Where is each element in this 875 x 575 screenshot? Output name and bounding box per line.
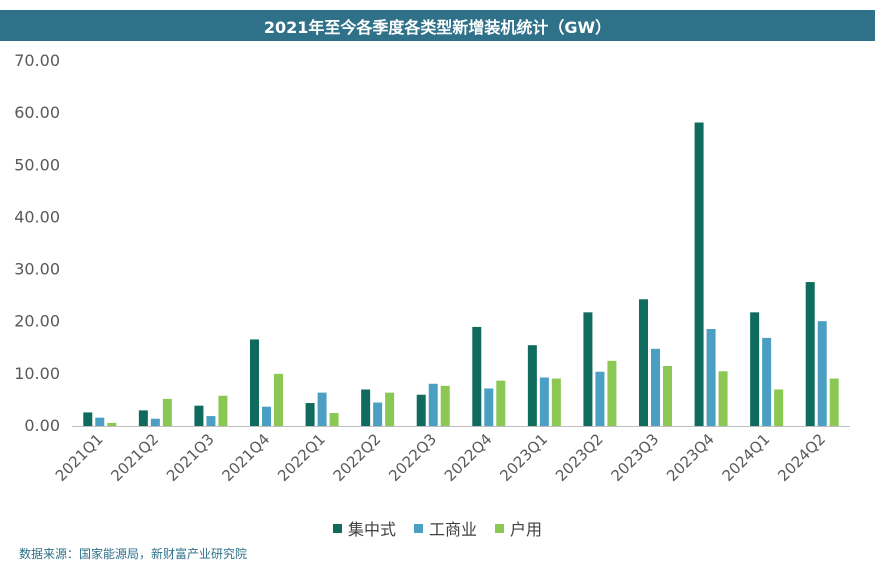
bar	[595, 371, 605, 426]
legend-item-centralized: 集中式	[332, 516, 396, 540]
source-note: 数据来源：国家能源局，新财富产业研究院	[19, 547, 248, 561]
bar	[750, 312, 760, 426]
y-tick-label: 50.00	[14, 155, 60, 174]
legend-label-centralized: 集中式	[347, 520, 396, 539]
bar	[107, 422, 117, 426]
bar	[718, 371, 728, 426]
y-tick-label: 10.00	[14, 364, 60, 383]
x-tick-label: 2022Q2	[330, 430, 385, 485]
bar	[805, 282, 815, 426]
legend: 集中式 工商业 户用	[0, 516, 875, 540]
bar	[583, 312, 593, 426]
x-tick-label: 2022Q4	[441, 430, 496, 485]
bar	[539, 377, 549, 426]
bar	[484, 388, 494, 426]
x-tick-label: 2024Q2	[774, 430, 829, 485]
legend-swatch-residential	[495, 523, 504, 533]
bar	[639, 299, 648, 426]
bar	[83, 412, 93, 426]
bar	[250, 339, 259, 426]
bar	[218, 395, 228, 426]
x-tick-label: 2023Q3	[608, 430, 663, 485]
x-tick-label: 2021Q2	[107, 430, 162, 485]
bar	[274, 373, 283, 426]
bar	[95, 417, 105, 426]
x-tick-label: 2022Q3	[385, 430, 440, 485]
x-tick-label: 2023Q4	[663, 430, 718, 485]
legend-label-commercial: 工商业	[428, 520, 477, 539]
bar	[694, 122, 704, 427]
bar	[361, 389, 371, 426]
x-tick-label: 2022Q1	[274, 430, 329, 485]
bar	[317, 392, 327, 426]
bar	[329, 412, 339, 426]
bar	[607, 360, 617, 426]
bar	[162, 398, 172, 426]
bar	[440, 385, 450, 426]
legend-item-commercial: 工商业	[413, 516, 477, 540]
bar	[706, 329, 716, 426]
y-tick-label: 0.00	[24, 416, 60, 435]
bar	[774, 389, 784, 426]
bar	[527, 345, 537, 426]
y-tick-label: 20.00	[14, 312, 60, 331]
bar	[663, 366, 672, 426]
bar	[385, 392, 395, 426]
legend-swatch-commercial	[413, 523, 423, 533]
bar	[651, 348, 660, 426]
y-tick-label: 70.00	[14, 51, 60, 70]
y-tick-label: 60.00	[14, 103, 60, 122]
legend-item-residential: 户用	[495, 516, 542, 540]
y-tick-label: 30.00	[14, 260, 60, 279]
bar	[262, 406, 271, 426]
x-tick-label: 2024Q1	[719, 430, 774, 485]
bar	[428, 383, 438, 426]
bar	[817, 321, 827, 426]
bar	[829, 378, 839, 426]
bar	[373, 402, 383, 426]
bar	[150, 418, 160, 426]
bar	[194, 405, 204, 426]
x-tick-label: 2021Q4	[219, 430, 274, 485]
x-tick-label: 2021Q3	[163, 430, 218, 485]
bar	[305, 403, 315, 426]
x-tick-label: 2023Q1	[496, 430, 551, 485]
bar	[496, 380, 506, 426]
bar	[551, 378, 561, 426]
bar	[206, 416, 216, 426]
y-tick-label: 40.00	[14, 207, 60, 226]
legend-swatch-centralized	[332, 523, 342, 533]
bar	[472, 326, 482, 426]
x-tick-label: 2023Q2	[552, 430, 607, 485]
x-tick-label: 2021Q1	[52, 430, 107, 485]
chart-title: 2021年至今各季度各类型新增装机统计（GW）	[0, 10, 875, 41]
bar	[416, 394, 426, 426]
legend-label-residential: 户用	[510, 520, 543, 539]
bar	[138, 410, 148, 426]
bar	[762, 337, 772, 426]
